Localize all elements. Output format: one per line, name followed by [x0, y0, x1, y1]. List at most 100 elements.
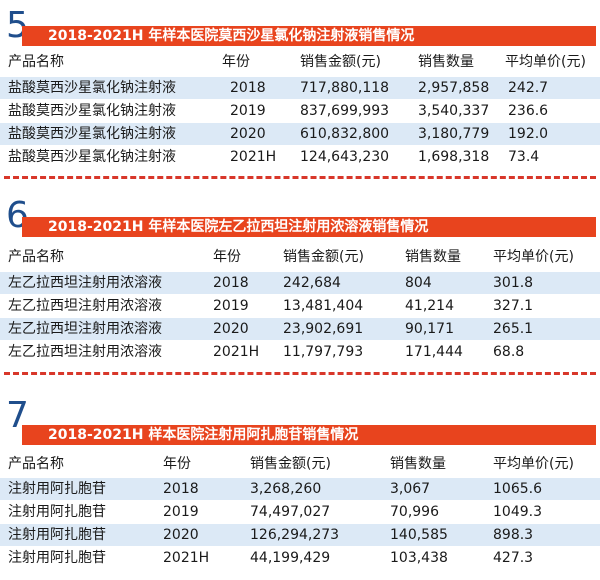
cell-amount: 3,268,260: [250, 481, 322, 497]
cell-year: 2021H: [230, 149, 277, 165]
cell-amount: 610,832,800: [300, 126, 390, 142]
title-dot: [30, 38, 36, 44]
cell-product: 注射用阿扎胞苷: [8, 504, 106, 520]
cell-amount: 74,497,027: [250, 504, 331, 520]
col-header-quantity: 销售数量: [390, 456, 446, 472]
section-title-bar: 2018-2021H 年样本医院莫西沙星氯化钠注射液销售情况: [22, 26, 596, 46]
cell-quantity: 70,996: [390, 504, 439, 520]
title-dot: [30, 229, 36, 235]
cell-amount: 13,481,404: [283, 298, 364, 314]
cell-amount: 242,684: [283, 275, 341, 291]
table-row: 左乙拉西坦注射用浓溶液 2018 242,684 804 301.8: [0, 272, 600, 294]
section-title: 2018-2021H 年样本医院左乙拉西坦注射用浓溶液销售情况: [48, 219, 429, 235]
cell-price: 236.6: [508, 103, 549, 119]
cell-product: 左乙拉西坦注射用浓溶液: [8, 344, 162, 360]
cell-quantity: 140,585: [390, 527, 448, 543]
cell-amount: 126,294,273: [250, 527, 340, 543]
cell-year: 2020: [163, 527, 199, 543]
section-title-bar: 2018-2021H 样本医院注射用阿扎胞苷销售情况: [22, 425, 596, 445]
section-divider: [4, 176, 596, 179]
cell-price: 73.4: [508, 149, 540, 165]
col-header-price: 平均单价(元): [505, 54, 586, 70]
table-row: 注射用阿扎胞苷 2018 3,268,260 3,067 1065.6: [0, 478, 600, 500]
col-header-amount: 销售金额(元): [283, 249, 364, 265]
col-header-product: 产品名称: [8, 249, 64, 265]
section-title: 2018-2021H 年样本医院莫西沙星氯化钠注射液销售情况: [48, 28, 415, 44]
table-row: 盐酸莫西沙星氯化钠注射液 2020 610,832,800 3,180,779 …: [0, 123, 600, 145]
cell-year: 2020: [230, 126, 266, 142]
cell-quantity: 90,171: [405, 321, 454, 337]
cell-price: 265.1: [493, 321, 534, 337]
cell-year: 2021H: [163, 550, 210, 566]
cell-price: 1049.3: [493, 504, 542, 520]
cell-price: 327.1: [493, 298, 534, 314]
cell-product: 注射用阿扎胞苷: [8, 550, 106, 566]
col-header-price: 平均单价(元): [493, 456, 574, 472]
cell-price: 242.7: [508, 80, 549, 96]
section-6: 6 2018-2021H 年样本医院左乙拉西坦注射用浓溶液销售情况 产品名称 年…: [0, 190, 600, 370]
cell-product: 左乙拉西坦注射用浓溶液: [8, 321, 162, 337]
section-5: 5 2018-2021H 年样本医院莫西沙星氯化钠注射液销售情况 产品名称 年份…: [0, 0, 600, 180]
cell-amount: 717,880,118: [300, 80, 390, 96]
table-header-row: 产品名称 年份 销售金额(元) 销售数量 平均单价(元): [0, 246, 600, 268]
cell-year: 2019: [213, 298, 249, 314]
cell-year: 2018: [213, 275, 249, 291]
col-header-quantity: 销售数量: [405, 249, 461, 265]
cell-product: 盐酸莫西沙星氯化钠注射液: [8, 80, 176, 96]
cell-amount: 44,199,429: [250, 550, 331, 566]
table-header-row: 产品名称 年份 销售金额(元) 销售数量 平均单价(元): [0, 453, 600, 475]
cell-product: 盐酸莫西沙星氯化钠注射液: [8, 103, 176, 119]
cell-quantity: 2,957,858: [418, 80, 490, 96]
cell-product: 注射用阿扎胞苷: [8, 481, 106, 497]
cell-product: 注射用阿扎胞苷: [8, 527, 106, 543]
cell-quantity: 3,540,337: [418, 103, 490, 119]
cell-amount: 11,797,793: [283, 344, 364, 360]
cell-product: 左乙拉西坦注射用浓溶液: [8, 298, 162, 314]
cell-year: 2020: [213, 321, 249, 337]
section-number: 7: [6, 395, 29, 436]
cell-amount: 837,699,993: [300, 103, 390, 119]
cell-product: 左乙拉西坦注射用浓溶液: [8, 275, 162, 291]
section-divider: [4, 372, 596, 375]
table-row: 盐酸莫西沙星氯化钠注射液 2021H 124,643,230 1,698,318…: [0, 146, 600, 168]
col-header-product: 产品名称: [8, 456, 64, 472]
cell-price: 898.3: [493, 527, 534, 543]
cell-quantity: 1,698,318: [418, 149, 490, 165]
col-header-quantity: 销售数量: [418, 54, 474, 70]
cell-price: 427.3: [493, 550, 534, 566]
cell-quantity: 103,438: [390, 550, 448, 566]
cell-product: 盐酸莫西沙星氯化钠注射液: [8, 126, 176, 142]
table-row: 盐酸莫西沙星氯化钠注射液 2019 837,699,993 3,540,337 …: [0, 100, 600, 122]
section-7: 7 2018-2021H 样本医院注射用阿扎胞苷销售情况 产品名称 年份 销售金…: [0, 392, 600, 580]
cell-price: 192.0: [508, 126, 549, 142]
table-row: 盐酸莫西沙星氯化钠注射液 2018 717,880,118 2,957,858 …: [0, 77, 600, 99]
col-header-year: 年份: [213, 249, 241, 265]
cell-quantity: 3,067: [390, 481, 431, 497]
cell-price: 68.8: [493, 344, 525, 360]
cell-price: 301.8: [493, 275, 534, 291]
table-row: 左乙拉西坦注射用浓溶液 2020 23,902,691 90,171 265.1: [0, 318, 600, 340]
section-title-bar: 2018-2021H 年样本医院左乙拉西坦注射用浓溶液销售情况: [22, 217, 596, 237]
title-dot: [30, 437, 36, 443]
table-header-row: 产品名称 年份 销售金额(元) 销售数量 平均单价(元): [0, 51, 600, 73]
col-header-amount: 销售金额(元): [250, 456, 331, 472]
cell-year: 2019: [230, 103, 266, 119]
table-row: 左乙拉西坦注射用浓溶液 2019 13,481,404 41,214 327.1: [0, 295, 600, 317]
section-title: 2018-2021H 样本医院注射用阿扎胞苷销售情况: [48, 427, 359, 443]
cell-product: 盐酸莫西沙星氯化钠注射液: [8, 149, 176, 165]
cell-quantity: 804: [405, 275, 432, 291]
cell-quantity: 171,444: [405, 344, 463, 360]
cell-year: 2018: [163, 481, 199, 497]
cell-year: 2018: [230, 80, 266, 96]
table-row: 左乙拉西坦注射用浓溶液 2021H 11,797,793 171,444 68.…: [0, 341, 600, 363]
col-header-year: 年份: [222, 54, 250, 70]
cell-year: 2019: [163, 504, 199, 520]
cell-quantity: 3,180,779: [418, 126, 490, 142]
table-row: 注射用阿扎胞苷 2019 74,497,027 70,996 1049.3: [0, 501, 600, 523]
col-header-amount: 销售金额(元): [300, 54, 381, 70]
col-header-price: 平均单价(元): [493, 249, 574, 265]
cell-amount: 23,902,691: [283, 321, 364, 337]
col-header-year: 年份: [163, 456, 191, 472]
col-header-product: 产品名称: [8, 54, 64, 70]
table-row: 注射用阿扎胞苷 2020 126,294,273 140,585 898.3: [0, 524, 600, 546]
